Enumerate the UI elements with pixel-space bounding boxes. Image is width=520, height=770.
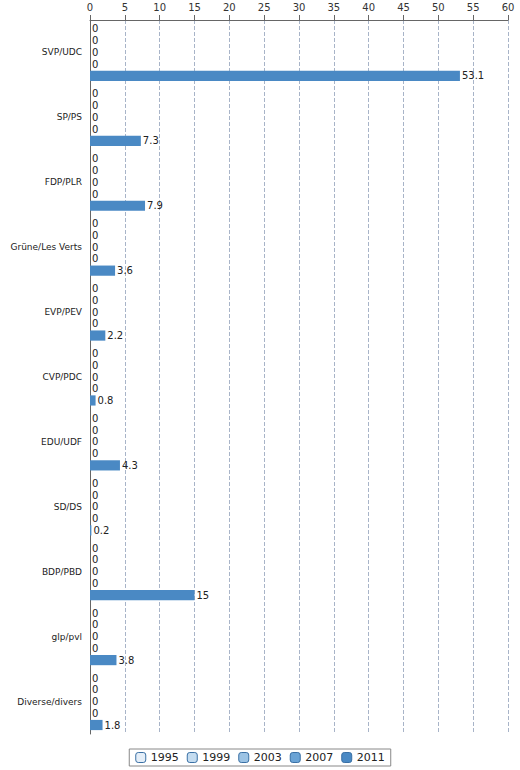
svg-text:0: 0 (92, 643, 98, 654)
svg-text:Diverse/divers: Diverse/divers (17, 697, 82, 707)
svg-text:7.3: 7.3 (143, 135, 159, 146)
svg-text:0: 0 (92, 242, 98, 253)
svg-text:CVP/PDC: CVP/PDC (42, 372, 82, 382)
svg-text:0: 0 (92, 177, 98, 188)
svg-text:2007: 2007 (305, 751, 333, 764)
svg-text:SVP/UDC: SVP/UDC (42, 47, 82, 57)
svg-text:35: 35 (327, 2, 340, 13)
svg-text:0: 0 (92, 383, 98, 394)
svg-text:SD/DS: SD/DS (54, 502, 83, 512)
svg-text:45: 45 (397, 2, 410, 13)
svg-text:0: 0 (92, 413, 98, 424)
svg-text:0: 0 (92, 283, 98, 294)
svg-text:2.2: 2.2 (107, 330, 123, 341)
svg-text:7.9: 7.9 (147, 200, 163, 211)
svg-text:0: 0 (92, 673, 98, 684)
svg-text:0: 0 (92, 360, 98, 371)
svg-text:0: 0 (92, 124, 98, 135)
svg-text:55: 55 (467, 2, 480, 13)
svg-text:0: 0 (92, 372, 98, 383)
svg-text:0: 0 (92, 88, 98, 99)
svg-text:0: 0 (92, 47, 98, 58)
svg-text:0: 0 (92, 543, 98, 554)
svg-text:0: 0 (92, 708, 98, 719)
svg-text:1995: 1995 (151, 751, 179, 764)
svg-text:0: 0 (92, 295, 98, 306)
svg-text:0: 0 (92, 153, 98, 164)
svg-text:0: 0 (92, 230, 98, 241)
svg-text:0: 0 (92, 684, 98, 695)
svg-text:30: 30 (293, 2, 306, 13)
svg-text:0: 0 (92, 490, 98, 501)
svg-text:0: 0 (92, 100, 98, 111)
svg-text:0: 0 (92, 59, 98, 70)
svg-text:0: 0 (92, 189, 98, 200)
svg-text:15: 15 (188, 2, 201, 13)
svg-text:0: 0 (92, 566, 98, 577)
svg-text:0: 0 (92, 348, 98, 359)
svg-text:0: 0 (92, 448, 98, 459)
svg-text:0: 0 (92, 23, 98, 34)
svg-text:EVP/PEV: EVP/PEV (44, 307, 82, 317)
svg-text:0: 0 (92, 318, 98, 329)
svg-text:0: 0 (92, 608, 98, 619)
svg-text:0: 0 (92, 35, 98, 46)
svg-text:0: 0 (92, 631, 98, 642)
svg-text:20: 20 (223, 2, 236, 13)
svg-text:FDP/PLR: FDP/PLR (45, 177, 82, 187)
svg-text:10: 10 (153, 2, 166, 13)
svg-text:Grüne/Les Verts: Grüne/Les Verts (10, 242, 82, 252)
svg-text:EDU/UDF: EDU/UDF (41, 437, 82, 447)
svg-text:50: 50 (432, 2, 445, 13)
svg-text:5: 5 (122, 2, 128, 13)
svg-text:0: 0 (92, 554, 98, 565)
svg-text:4.3: 4.3 (122, 460, 138, 471)
svg-text:0: 0 (92, 112, 98, 123)
svg-text:0: 0 (92, 513, 98, 524)
svg-text:3.6: 3.6 (117, 265, 133, 276)
svg-text:2003: 2003 (254, 751, 282, 764)
svg-text:0: 0 (92, 165, 98, 176)
svg-text:2011: 2011 (357, 751, 385, 764)
svg-text:0: 0 (92, 478, 98, 489)
svg-text:1.8: 1.8 (105, 720, 121, 731)
svg-text:0: 0 (92, 436, 98, 447)
svg-text:1999: 1999 (202, 751, 230, 764)
svg-text:0: 0 (92, 619, 98, 630)
svg-text:25: 25 (258, 2, 271, 13)
svg-text:0: 0 (92, 501, 98, 512)
svg-text:0: 0 (92, 696, 98, 707)
svg-text:0: 0 (92, 307, 98, 318)
svg-text:0.8: 0.8 (98, 395, 114, 406)
svg-text:60: 60 (502, 2, 515, 13)
svg-text:40: 40 (362, 2, 375, 13)
svg-text:53.1: 53.1 (462, 70, 484, 81)
svg-text:0.2: 0.2 (93, 525, 109, 536)
svg-text:SP/PS: SP/PS (57, 112, 83, 122)
svg-text:0: 0 (92, 218, 98, 229)
svg-text:BDP/PBD: BDP/PBD (42, 567, 82, 577)
svg-text:glp/pvl: glp/pvl (52, 632, 83, 642)
svg-text:3.8: 3.8 (118, 655, 134, 666)
svg-text:0: 0 (92, 425, 98, 436)
svg-text:0: 0 (92, 578, 98, 589)
svg-text:0: 0 (87, 2, 93, 13)
svg-text:0: 0 (92, 253, 98, 264)
svg-text:15: 15 (197, 590, 210, 601)
